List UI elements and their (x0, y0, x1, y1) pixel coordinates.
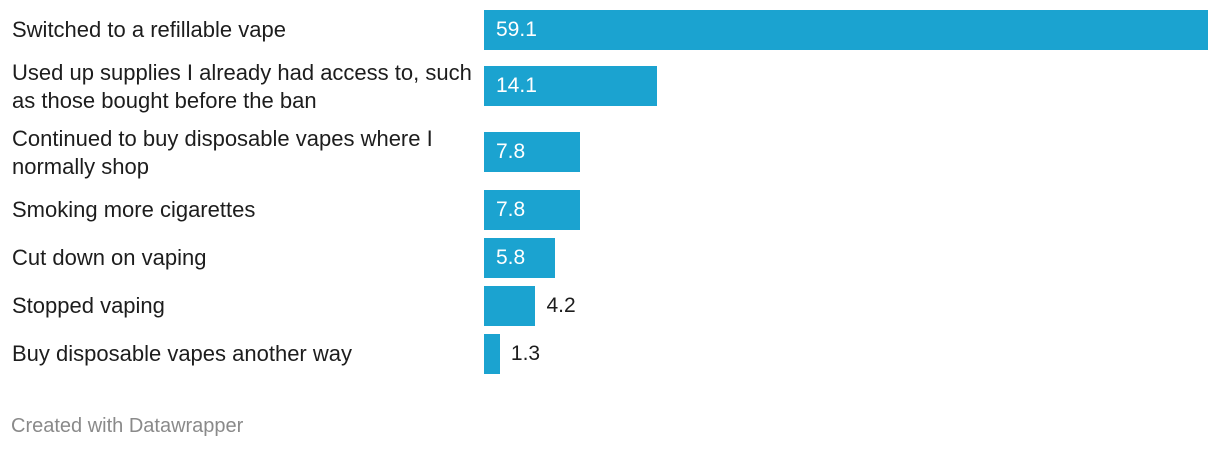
bar (484, 132, 580, 172)
value-label: 59.1 (496, 18, 537, 41)
bar (484, 10, 1208, 50)
credit-footer: Created with Datawrapper (11, 415, 244, 437)
value-label: 1.3 (510, 342, 541, 365)
category-label: Buy disposable vapes another way (12, 341, 352, 366)
value-label: 7.8 (496, 140, 526, 163)
bar (484, 286, 536, 326)
bar (484, 66, 657, 106)
value-label: 4.2 (546, 294, 576, 317)
category-label: Cut down on vaping (12, 245, 207, 270)
category-label: Stopped vaping (12, 293, 165, 318)
value-label: 14.1 (496, 74, 537, 97)
category-label: Smoking more cigarettes (12, 197, 256, 222)
value-label: 7.8 (496, 198, 526, 221)
category-label: Continued to buy disposable vapes where … (12, 126, 433, 179)
category-label: Used up supplies I already had access to… (12, 60, 472, 113)
bar (484, 334, 500, 374)
bar-chart: Switched to a refillable vape 59.1 Used up… (12, 10, 1208, 374)
value-label: 5.8 (496, 246, 526, 269)
category-label: Switched to a refillable vape (12, 17, 286, 42)
bar (484, 190, 580, 230)
bar (484, 238, 556, 278)
